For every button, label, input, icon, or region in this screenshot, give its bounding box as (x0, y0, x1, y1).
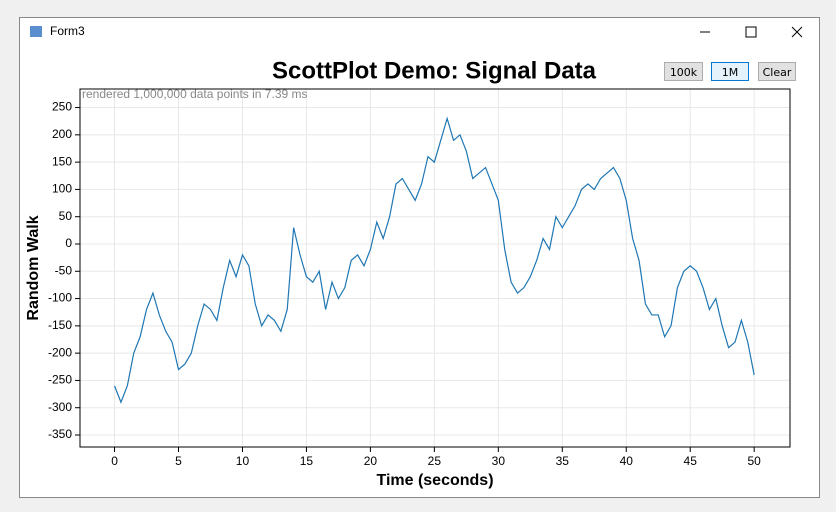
y-tick-label: 150 (52, 154, 72, 168)
button-100k[interactable]: 100k (664, 62, 703, 81)
x-tick-label: 35 (556, 454, 570, 468)
x-tick-label: 40 (620, 454, 634, 468)
close[interactable] (791, 26, 803, 38)
x-tick-label: 30 (492, 454, 506, 468)
annotation: rendered 1,000,000 data points in 7.39 m… (82, 87, 308, 101)
y-tick-label: -300 (48, 400, 72, 414)
x-tick-label: 20 (364, 454, 378, 468)
x-tick-label: 15 (300, 454, 314, 468)
y-tick-label: 200 (52, 127, 72, 141)
y-tick-label: 250 (52, 100, 72, 114)
y-axis-label: Random Walk (25, 215, 42, 320)
button-clear[interactable]: Clear (758, 62, 796, 81)
x-tick-label: 5 (175, 454, 182, 468)
window-title: Form3 (50, 24, 85, 38)
y-tick-label: -200 (48, 345, 72, 359)
y-tick-label: -350 (48, 427, 72, 441)
x-tick-label: 50 (748, 454, 762, 468)
button-1m[interactable]: 1M (711, 62, 749, 81)
y-tick-label: 50 (59, 209, 73, 223)
y-tick-label: -50 (55, 263, 73, 277)
y-tick-label: 100 (52, 182, 72, 196)
chart-title: ScottPlot Demo: Signal Data (272, 57, 597, 84)
y-tick-label: -150 (48, 318, 72, 332)
y-tick-label: -100 (48, 291, 72, 305)
x-tick-label: 45 (684, 454, 698, 468)
x-tick-label: 25 (428, 454, 442, 468)
plot-frame (79, 88, 791, 448)
x-axis-label: Time (seconds) (376, 472, 493, 489)
window-icon (30, 26, 42, 37)
y-tick-label: -250 (48, 373, 72, 387)
plot-area (80, 89, 790, 447)
x-tick-label: 10 (236, 454, 250, 468)
signal-line (113, 116, 755, 404)
y-tick-label: 0 (65, 236, 72, 250)
maximize[interactable] (745, 26, 757, 38)
x-tick-label: 0 (111, 454, 118, 468)
